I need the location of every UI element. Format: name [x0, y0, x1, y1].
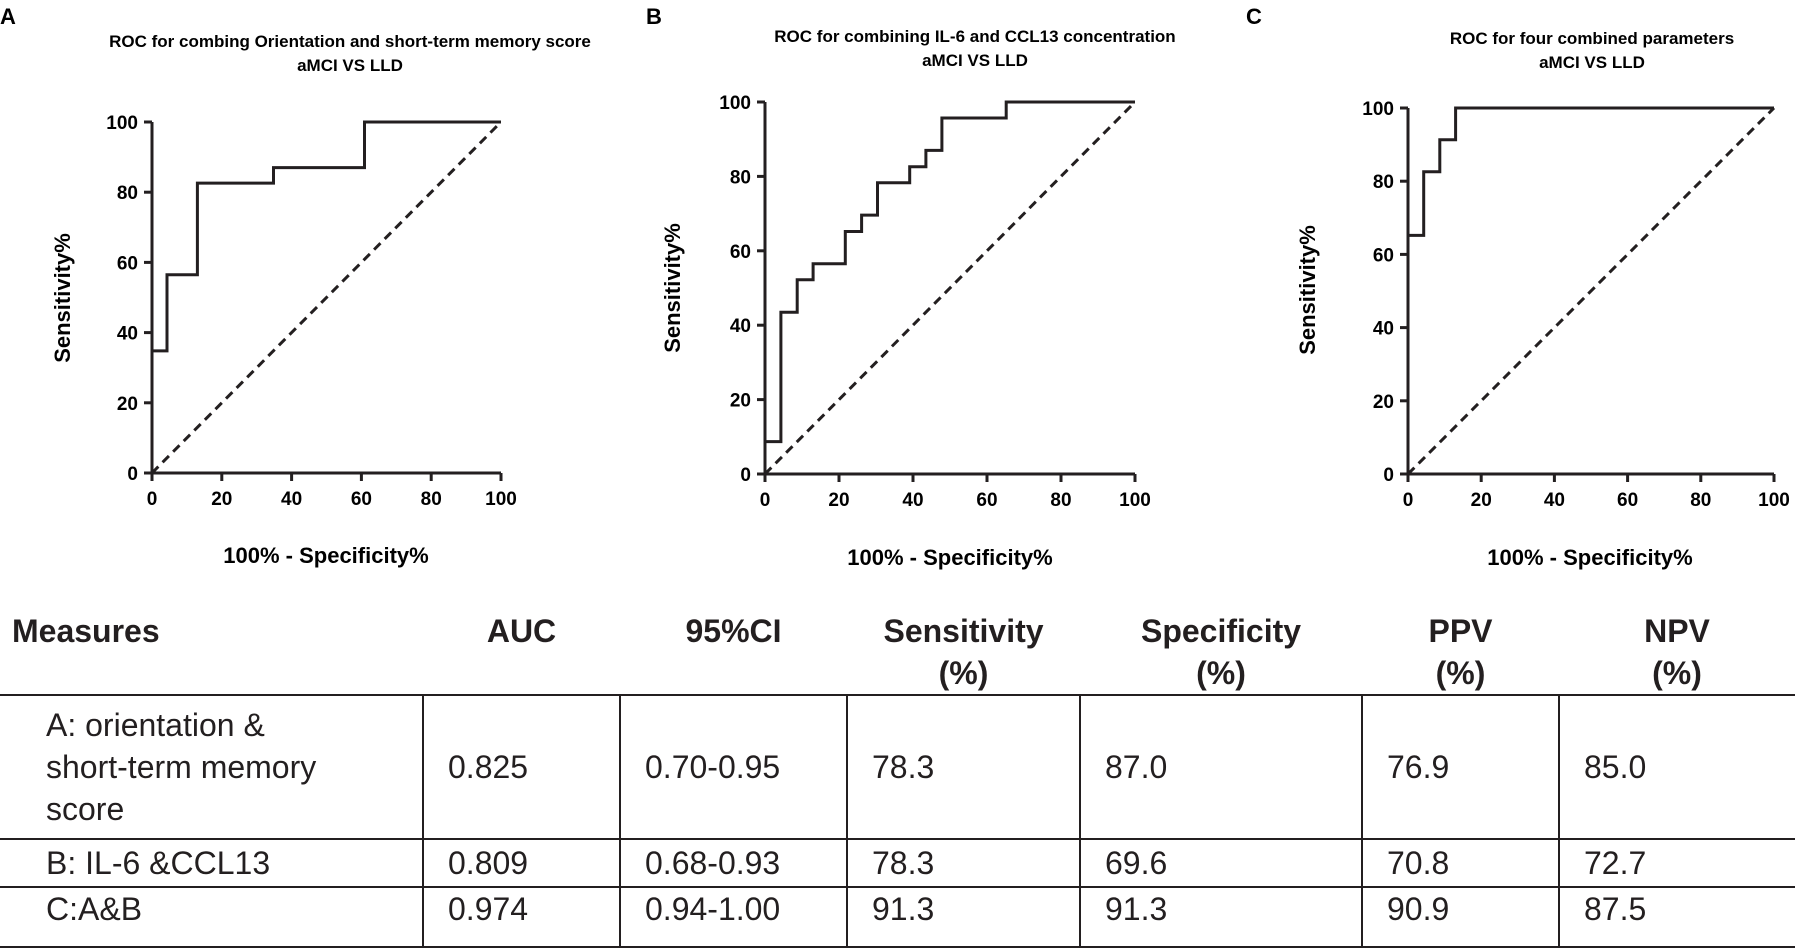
- y-tick-label: 60: [730, 242, 751, 263]
- x-tick-label: 100: [1119, 490, 1151, 511]
- x-tick-label: 60: [351, 489, 372, 510]
- header-sensitivity: Sensitivity (%): [847, 610, 1080, 696]
- y-axis-label: Sensitivity%: [1295, 225, 1320, 355]
- cell-ci: 0.70-0.95: [619, 695, 847, 840]
- header-measures: Measures: [0, 610, 423, 696]
- cell-sensitivity: 78.3: [846, 839, 1080, 888]
- roc-chart-b: B ROC for combining IL-6 and CCL13 conce…: [646, 4, 1176, 570]
- x-tick-label: 0: [1403, 490, 1414, 511]
- x-tick-label: 100: [1758, 490, 1790, 511]
- x-tick-label: 80: [421, 489, 442, 510]
- x-axis-label: 100% - Specificity%: [847, 545, 1052, 570]
- x-tick-label: 40: [281, 489, 302, 510]
- roc-curve-line: [150, 120, 501, 473]
- x-axis-label: 100% - Specificity%: [223, 543, 428, 568]
- y-tick-label: 20: [730, 391, 751, 412]
- panel-a: A ROC for combing Orientation and short-…: [0, 0, 600, 568]
- cell-measure: C:A&B: [0, 887, 423, 948]
- y-tick-label: 60: [117, 253, 138, 274]
- x-tick-label: 60: [976, 490, 997, 511]
- cell-npv: 72.7: [1558, 839, 1795, 888]
- y-tick-label: 40: [1373, 319, 1394, 340]
- y-tick-label: 20: [117, 394, 138, 415]
- table-row: A: orientation & short-term memory score 0…: [0, 695, 1795, 840]
- panel-c: C ROC for four combined parameters aMCI …: [1240, 0, 1795, 570]
- y-tick-label: 20: [1373, 392, 1394, 413]
- panel-label: B: [646, 4, 662, 29]
- y-axis-label: Sensitivity%: [660, 223, 685, 353]
- roc-curve-line: [1406, 106, 1774, 474]
- roc-chart-c: C ROC for four combined parameters aMCI …: [1246, 4, 1790, 570]
- header-specificity: Specificity (%): [1080, 610, 1362, 696]
- cell-npv: 87.5: [1558, 887, 1795, 948]
- y-tick-label: 40: [117, 324, 138, 345]
- cell-ci: 0.68-0.93: [619, 839, 847, 888]
- header-npv: NPV (%): [1559, 610, 1795, 696]
- x-axis-label: 100% - Specificity%: [1487, 545, 1692, 570]
- reference-diagonal-line: [150, 120, 503, 475]
- cell-auc: 0.809: [422, 839, 620, 888]
- y-tick-label: 0: [1383, 465, 1394, 486]
- chart-title-line2: aMCI VS LLD: [1539, 53, 1645, 72]
- x-tick-label: 40: [902, 490, 923, 511]
- y-axis-label: Sensitivity%: [50, 233, 75, 363]
- x-tick-label: 20: [828, 490, 849, 511]
- table-header-row: Measures AUC 95%CI Sensitivity (%) Specif…: [0, 610, 1795, 696]
- y-tick-label: 0: [740, 465, 751, 486]
- roc-chart-a: A ROC for combing Orientation and short-…: [0, 4, 591, 568]
- table-row: C:A&B 0.974 0.94-1.00 91.3 91.3 90.9 87.…: [0, 887, 1795, 948]
- x-tick-label: 60: [1617, 490, 1638, 511]
- chart-title-line2: aMCI VS LLD: [297, 56, 403, 75]
- reference-diagonal-line: [763, 100, 1137, 476]
- y-tick-label: 80: [730, 167, 751, 188]
- cell-specificity: 87.0: [1079, 695, 1362, 840]
- chart-title-line2: aMCI VS LLD: [922, 51, 1028, 70]
- y-tick-label: 0: [127, 464, 138, 485]
- cell-measure: B: IL-6 &CCL13: [0, 839, 423, 888]
- y-tick-label: 100: [1362, 99, 1394, 120]
- cell-auc: 0.825: [422, 695, 620, 840]
- x-tick-label: 100: [485, 489, 517, 510]
- y-tick-label: 100: [106, 113, 138, 134]
- y-tick-label: 80: [117, 183, 138, 204]
- y-tick-label: 80: [1373, 172, 1394, 193]
- cell-specificity: 91.3: [1079, 887, 1362, 948]
- chart-title-line1: ROC for four combined parameters: [1450, 29, 1734, 48]
- cell-ci: 0.94-1.00: [619, 887, 847, 948]
- table-row: B: IL-6 &CCL13 0.809 0.68-0.93 78.3 69.6…: [0, 839, 1795, 888]
- header-auc: AUC: [423, 610, 620, 696]
- header-ppv: PPV (%): [1362, 610, 1559, 696]
- cell-measure: A: orientation & short-term memory score: [0, 695, 423, 840]
- metrics-table: Measures AUC 95%CI Sensitivity (%) Specif…: [0, 610, 1795, 948]
- chart-title-line1: ROC for combing Orientation and short-te…: [109, 32, 591, 51]
- panel-b: B ROC for combining IL-6 and CCL13 conce…: [640, 0, 1200, 570]
- x-tick-label: 20: [211, 489, 232, 510]
- cell-npv: 85.0: [1558, 695, 1795, 840]
- y-tick-label: 100: [719, 93, 751, 114]
- x-tick-label: 40: [1544, 490, 1565, 511]
- panel-label: C: [1246, 4, 1262, 29]
- x-tick-label: 80: [1690, 490, 1711, 511]
- cell-ppv: 70.8: [1361, 839, 1559, 888]
- cell-specificity: 69.6: [1079, 839, 1362, 888]
- panel-label: A: [0, 4, 16, 29]
- x-tick-label: 20: [1471, 490, 1492, 511]
- cell-sensitivity: 91.3: [846, 887, 1080, 948]
- x-tick-label: 0: [147, 489, 158, 510]
- reference-diagonal-line: [1406, 106, 1776, 476]
- chart-title-line1: ROC for combining IL-6 and CCL13 concent…: [774, 27, 1175, 46]
- y-tick-label: 60: [1373, 245, 1394, 266]
- roc-curve-line: [763, 100, 1135, 474]
- cell-ppv: 90.9: [1361, 887, 1559, 948]
- header-ci: 95%CI: [620, 610, 847, 696]
- cell-sensitivity: 78.3: [846, 695, 1080, 840]
- cell-auc: 0.974: [422, 887, 620, 948]
- x-tick-label: 0: [760, 490, 771, 511]
- x-tick-label: 80: [1050, 490, 1071, 511]
- y-tick-label: 40: [730, 316, 751, 337]
- cell-ppv: 76.9: [1361, 695, 1559, 840]
